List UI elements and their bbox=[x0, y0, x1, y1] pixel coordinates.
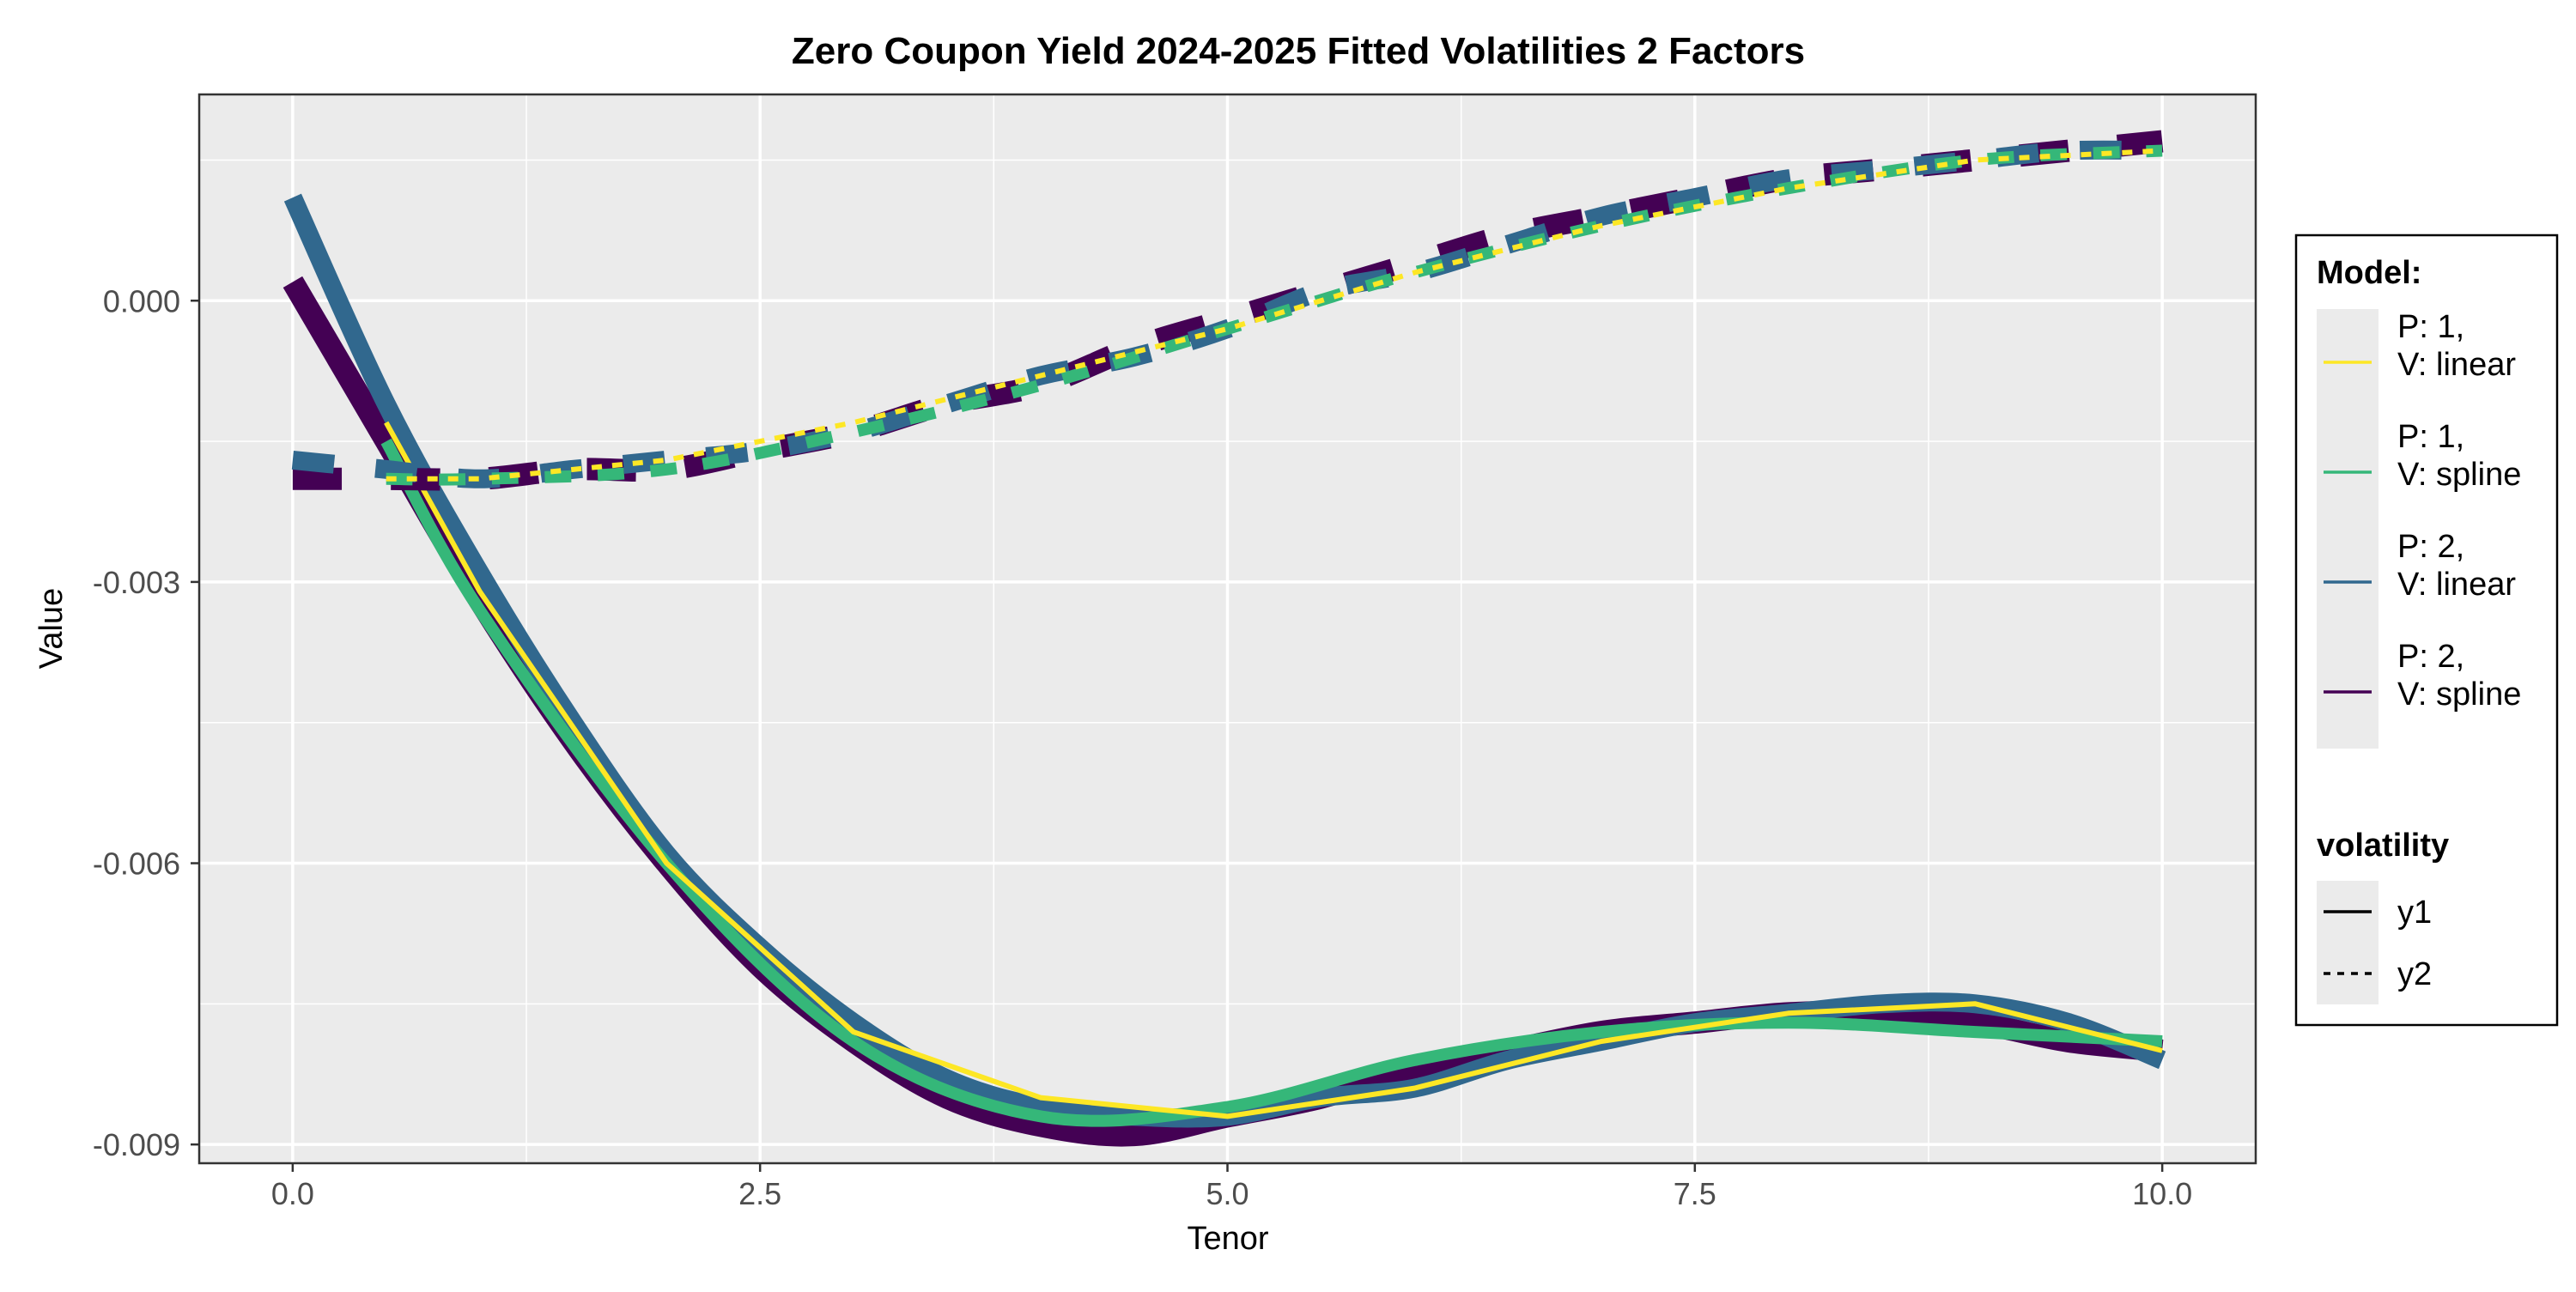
legend-key-background bbox=[2317, 309, 2379, 419]
grid bbox=[199, 94, 2256, 1163]
chart-title: Zero Coupon Yield 2024-2025 Fitted Volat… bbox=[792, 30, 1805, 72]
series-line bbox=[384, 421, 2163, 1119]
legend-model-label-line2: V: linear bbox=[2397, 347, 2516, 383]
x-tick-label: 5.0 bbox=[1206, 1176, 1249, 1211]
legend-model-label-line1: P: 1, bbox=[2397, 419, 2464, 455]
legend-model-title: Model: bbox=[2317, 255, 2421, 291]
y-tick-label: 0.000 bbox=[103, 283, 180, 318]
y-tick-label: -0.006 bbox=[93, 846, 180, 882]
legend-volatility-label: y1 bbox=[2397, 895, 2432, 931]
y-axis-label: Value bbox=[33, 588, 70, 669]
legend-model-label-line2: V: spline bbox=[2397, 457, 2521, 493]
legend-model-label-line1: P: 2, bbox=[2397, 529, 2464, 565]
x-tick-label: 2.5 bbox=[738, 1176, 781, 1211]
x-tick-label: 7.5 bbox=[1674, 1176, 1716, 1211]
legend-model-label-line1: P: 1, bbox=[2397, 309, 2464, 345]
x-axis-label: Tenor bbox=[1187, 1221, 1268, 1257]
y-tick-label: -0.003 bbox=[93, 565, 180, 600]
legend-key-background bbox=[2317, 639, 2379, 749]
legend-key-background bbox=[2317, 419, 2379, 529]
axes: 0.0 2.5 5.0 7.5 10.0 -0.009 -0.006 -0.003 0.000 bbox=[93, 283, 2192, 1211]
legend-model-label-line2: V: spline bbox=[2397, 676, 2521, 713]
series-group bbox=[283, 130, 2166, 1147]
x-tick-label: 10.0 bbox=[2132, 1176, 2192, 1211]
x-tick-label: 0.0 bbox=[271, 1176, 314, 1211]
legend-model-label-line1: P: 2, bbox=[2397, 639, 2464, 675]
legend-volatility-label: y2 bbox=[2397, 956, 2432, 992]
legend-key-background bbox=[2317, 529, 2379, 639]
legend-model-label-line2: V: linear bbox=[2397, 567, 2516, 603]
legend-volatility-title: volatility bbox=[2317, 828, 2449, 864]
y-tick-label: -0.009 bbox=[93, 1127, 180, 1162]
